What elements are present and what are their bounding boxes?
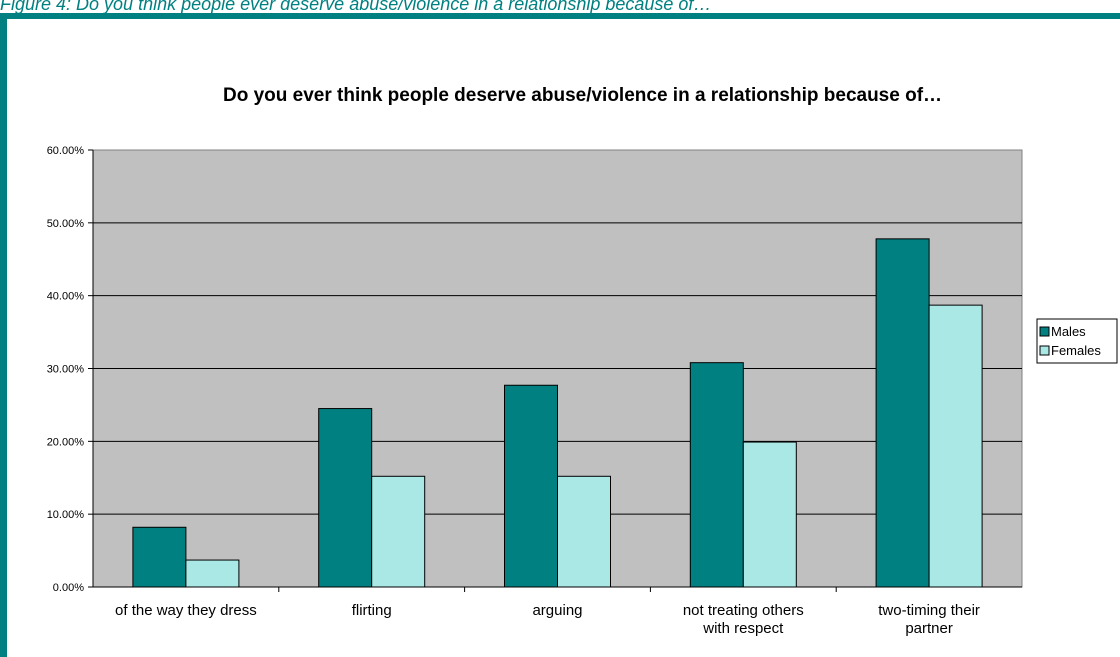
legend-box [1036,318,1118,364]
legend-label-females: Females [1051,343,1101,358]
y-tick-label: 10.00% [47,509,85,521]
x-tick-label: partner [905,620,953,637]
bar-females-0 [185,559,240,588]
legend-label-males: Males [1051,324,1086,339]
y-tick-label: 60.00% [47,145,85,157]
chart: Do you ever think people deserve abuse/v… [47,85,1118,637]
x-tick-label: arguing [532,602,582,619]
bar-females-3 [742,441,797,588]
x-tick-label: with respect [702,620,784,637]
y-tick-label: 50.00% [47,218,85,230]
bar-females-2 [557,475,611,588]
bar-males-2 [504,384,558,588]
chart-frame: Do you ever think people deserve abuse/v… [0,13,1120,657]
x-tick-label: two-timing their [878,602,980,619]
x-tick-label: flirting [352,602,392,619]
x-tick-label: of the way they dress [115,602,257,619]
bar-females-4 [928,304,983,588]
bar-males-3 [689,362,744,588]
bar-males-4 [875,238,930,588]
bar-females-1 [371,475,426,588]
chart-title: Do you ever think people deserve abuse/v… [223,85,942,106]
bar-males-0 [132,526,187,588]
figure-caption: Figure 4: Do you think people ever deser… [0,0,712,14]
legend-swatch-females [1039,345,1050,356]
y-tick-label: 30.00% [47,364,85,376]
bar-males-1 [318,408,373,588]
x-tick-label: not treating others [683,602,804,619]
y-tick-label: 40.00% [47,291,85,303]
y-tick-label: 0.00% [53,582,84,594]
y-tick-label: 20.00% [47,436,85,448]
legend-swatch-males [1039,326,1050,337]
